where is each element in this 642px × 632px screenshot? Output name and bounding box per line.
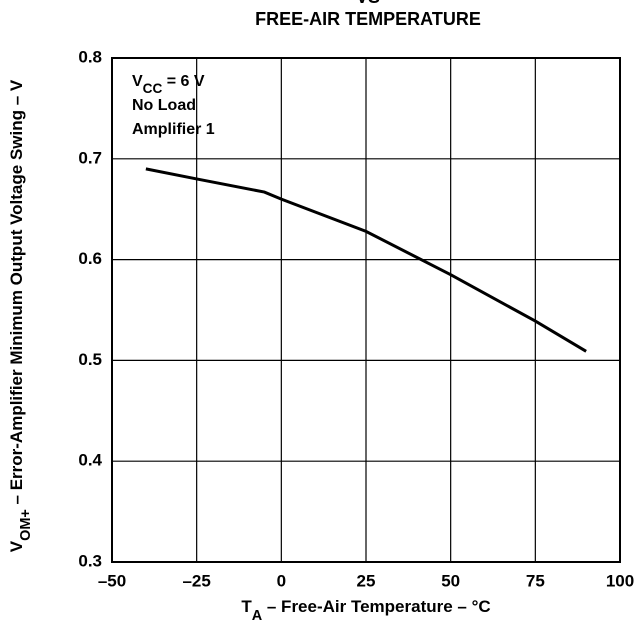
annotation-part: No Load [132, 97, 196, 114]
x-tick-label: 100 [606, 571, 634, 590]
y-tick-label: 0.7 [78, 148, 102, 167]
x-axis-label: TA – Free-Air Temperature – °C [241, 597, 490, 623]
x-tick-label: 50 [441, 571, 460, 590]
y-axis-label-part: – Error-Amplifier Minimum Output Voltage… [7, 79, 26, 509]
x-tick-label: –50 [98, 571, 126, 590]
x-tick-label: 75 [526, 571, 545, 590]
annotation-part: Amplifier 1 [132, 121, 215, 138]
x-tick-label: 25 [357, 571, 376, 590]
x-tick-label: –25 [182, 571, 210, 590]
y-axis-label-part: V [7, 540, 26, 552]
y-tick-label: 0.3 [78, 551, 102, 570]
chart-title-top: VS [356, 0, 380, 7]
x-axis-label-part: – Free-Air Temperature – °C [262, 597, 491, 616]
y-axis-label-part: OM+ [18, 509, 34, 541]
annotation: VCC = 6 V [132, 73, 205, 96]
annotation-part: = 6 V [162, 73, 205, 90]
x-axis-label-part: A [252, 608, 263, 624]
annotation: Amplifier 1 [132, 121, 215, 138]
x-tick-label: 0 [277, 571, 286, 590]
y-tick-label: 0.8 [78, 47, 102, 66]
x-axis-label-part: T [241, 597, 252, 616]
annotation-part: V [132, 73, 143, 90]
plot-border [111, 57, 621, 563]
y-axis-label: VOM+ – Error-Amplifier Minimum Output Vo… [7, 79, 33, 552]
y-tick-label: 0.5 [78, 350, 102, 369]
y-tick-label: 0.6 [78, 249, 102, 268]
annotation: No Load [132, 97, 196, 114]
y-tick-label: 0.4 [78, 451, 102, 470]
annotation-part: CC [143, 81, 163, 96]
data-line [145, 167, 587, 353]
chart-title: FREE-AIR TEMPERATURE [255, 9, 481, 29]
